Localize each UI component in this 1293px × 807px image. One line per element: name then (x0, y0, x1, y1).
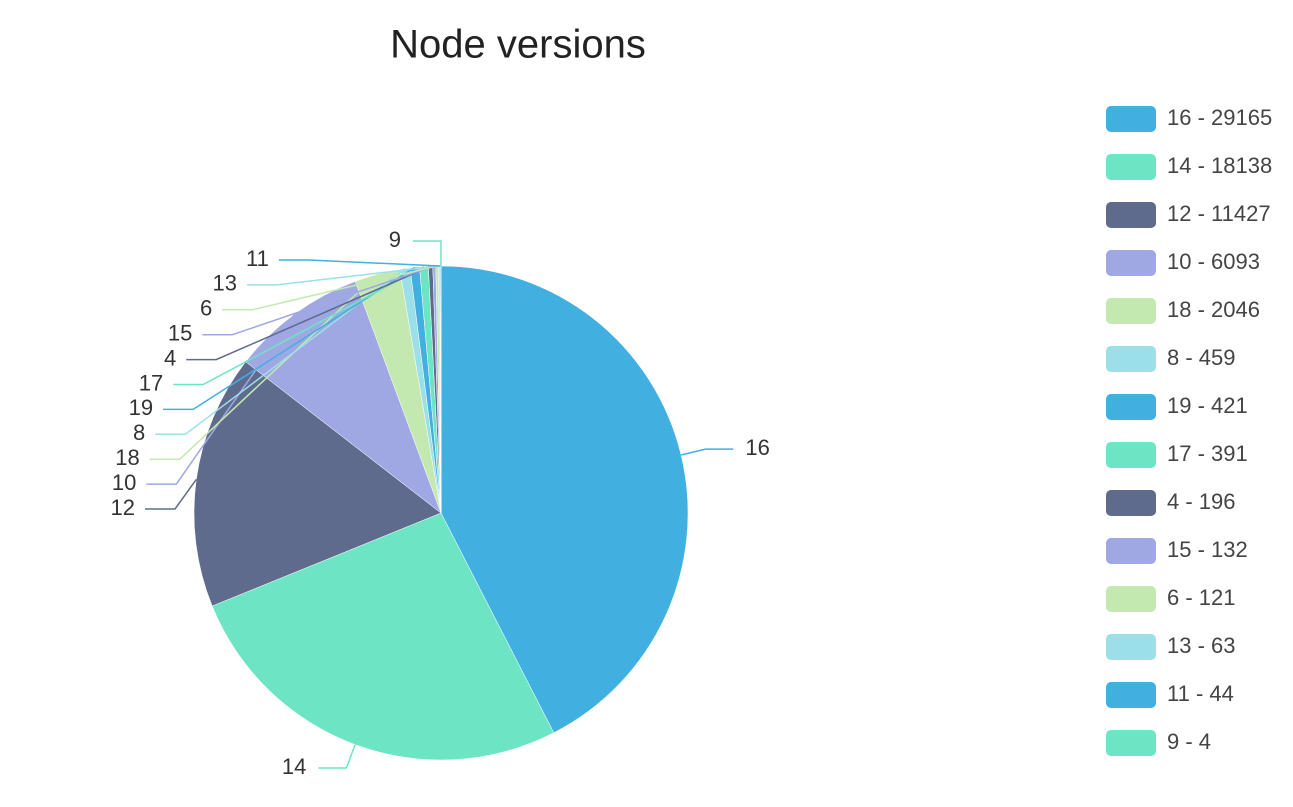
leader-line (680, 448, 734, 456)
legend-swatch (1106, 634, 1156, 660)
legend-label: 15 - 132 (1167, 537, 1248, 562)
slice-label: 15 (168, 321, 192, 346)
slice-label: 16 (745, 435, 769, 460)
legend-label: 6 - 121 (1167, 585, 1236, 610)
slice-label: 4 (164, 345, 176, 370)
leader-line (278, 259, 441, 267)
legend-swatch (1106, 250, 1156, 276)
leader-line (155, 268, 406, 436)
leader-line (145, 478, 197, 510)
leader-line (222, 265, 438, 311)
legend-swatch (1106, 586, 1156, 612)
legend-label: 18 - 2046 (1167, 297, 1260, 322)
leader-line (146, 313, 296, 485)
legend-label: 9 - 4 (1167, 729, 1211, 754)
legend-swatch (1106, 442, 1156, 468)
slice-label: 13 (213, 271, 237, 296)
leader-line (186, 265, 431, 361)
legend-swatch (1106, 154, 1156, 180)
legend-swatch (1106, 538, 1156, 564)
slice-label: 11 (246, 246, 269, 271)
leader-line (412, 240, 442, 267)
pie-slice (440, 265, 689, 734)
slice-label: 9 (389, 227, 401, 252)
legend-swatch (1106, 490, 1156, 516)
chart-title: Node versions (390, 23, 646, 67)
legend-label: 13 - 63 (1167, 633, 1236, 658)
leader-line (163, 266, 416, 411)
legend-label: 19 - 421 (1167, 393, 1248, 418)
legend-swatch (1106, 346, 1156, 372)
legend-swatch (1106, 682, 1156, 708)
legend-swatch (1106, 202, 1156, 228)
pie-slice (211, 512, 555, 761)
slice-label: 14 (282, 754, 306, 779)
legend-swatch (1106, 394, 1156, 420)
slice-label: 18 (115, 445, 139, 470)
legend-label: 16 - 29165 (1167, 105, 1272, 130)
slice-label: 17 (139, 370, 163, 395)
legend-label: 8 - 459 (1167, 345, 1236, 370)
legend-label: 11 - 44 (1167, 681, 1234, 706)
legend-label: 12 - 11427 (1167, 201, 1271, 226)
legend-swatch (1106, 106, 1156, 132)
legend-label: 14 - 18138 (1167, 153, 1272, 178)
leader-line (173, 265, 425, 386)
slice-label: 12 (111, 495, 135, 520)
leader-line (247, 265, 440, 286)
leader-line (202, 265, 435, 336)
slice-label: 8 (133, 420, 145, 445)
legend-swatch (1106, 730, 1156, 756)
slice-label: 10 (112, 470, 136, 495)
legend-label: 17 - 391 (1167, 441, 1248, 466)
leader-line (318, 744, 356, 769)
slice-label: 19 (129, 395, 153, 420)
slice-label: 6 (200, 296, 212, 321)
leader-line (149, 273, 378, 460)
legend-swatch (1106, 298, 1156, 324)
legend-label: 10 - 6093 (1167, 249, 1260, 274)
legend-label: 4 - 196 (1167, 489, 1236, 514)
